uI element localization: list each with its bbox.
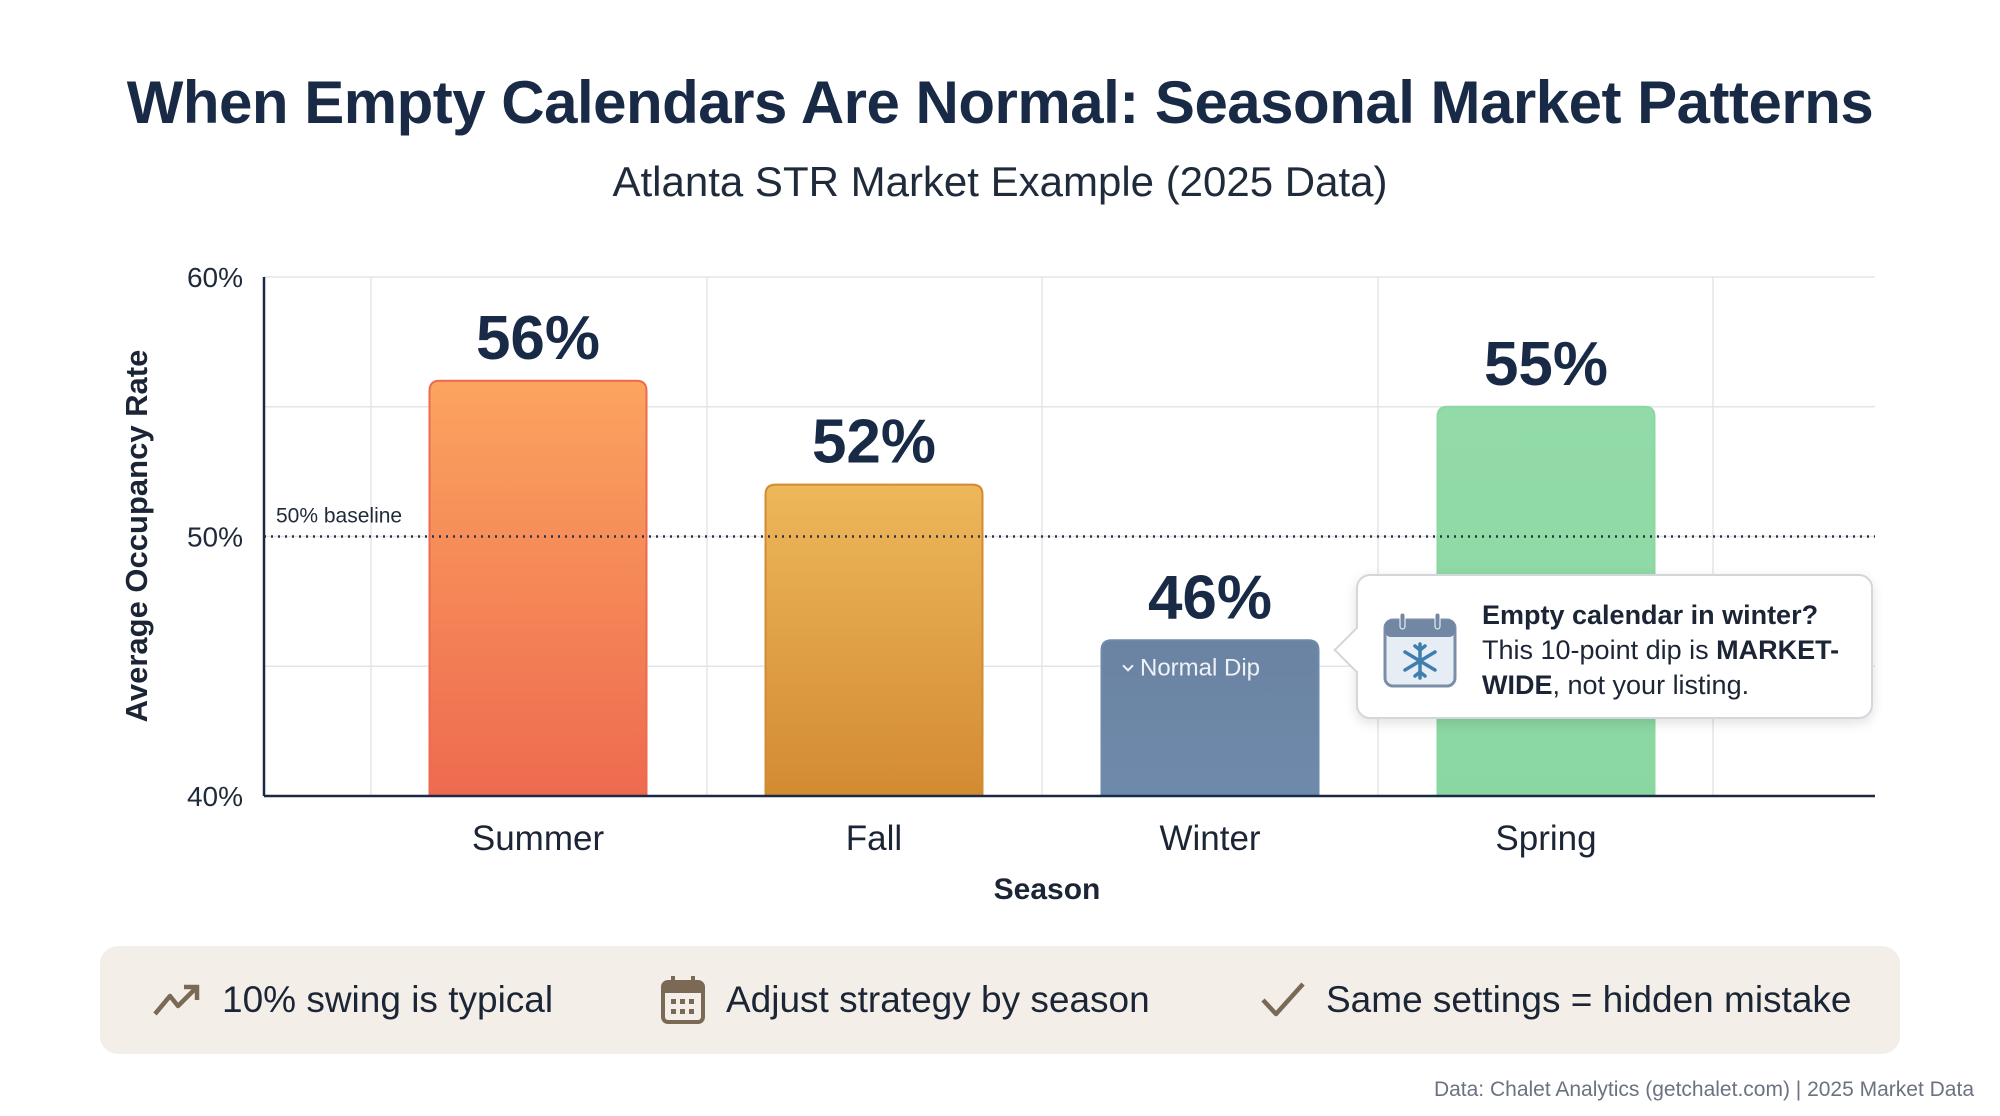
- bar-summer: [428, 379, 648, 797]
- data-label: 46%: [1148, 563, 1272, 632]
- winter-tooltip: Empty calendar in winter? This 10-point …: [1333, 574, 1873, 719]
- x-axis-title: Season: [994, 873, 1101, 906]
- source-footer: Data: Chalet Analytics (getchalet.com) |…: [1433, 1078, 1974, 1101]
- chart-title: When Empty Calendars Are Normal: Seasona…: [126, 69, 1874, 136]
- x-tick-label: Summer: [472, 819, 605, 858]
- bar-annotation: Normal Dip: [1140, 654, 1260, 681]
- y-tick-label: 40%: [187, 781, 243, 812]
- tooltip-body-end: , not your listing.: [1552, 670, 1750, 700]
- chart-subtitle: Atlanta STR Market Example (2025 Data): [612, 158, 1388, 205]
- checkmark-icon: [1261, 982, 1305, 1017]
- bar-chart: 56% Summer 52% Fall 46% Winter Normal Dip 55% Sp…: [119, 262, 1875, 906]
- y-tick-label: 60%: [187, 262, 243, 293]
- takeaway-swing: 10% swing is typical: [152, 946, 553, 1054]
- takeaway-label: Adjust strategy by season: [726, 979, 1150, 1020]
- x-tick-label: Winter: [1159, 819, 1260, 858]
- tooltip-body: This 10-point dip is: [1482, 635, 1717, 665]
- takeaway-label: 10% swing is typical: [222, 979, 554, 1020]
- tooltip-text: Empty calendar in winter? This 10-point …: [1482, 598, 1862, 703]
- chevron-down-icon: [1122, 664, 1134, 672]
- data-label: 55%: [1484, 330, 1608, 399]
- baseline-label: 50% baseline: [276, 505, 402, 528]
- trending-up-icon: [153, 984, 200, 1016]
- takeaway-settings: Same settings = hidden mistake: [1260, 946, 1851, 1054]
- takeaway-strategy: Adjust strategy by season: [660, 946, 1150, 1054]
- takeaways-bar: 10% swing is typical Adjust strategy by …: [100, 946, 1900, 1054]
- takeaway-label: Same settings = hidden mistake: [1326, 979, 1852, 1020]
- calendar-icon: [661, 976, 705, 1024]
- x-tick-label: Spring: [1495, 819, 1596, 858]
- labels: 56% Summer 52% Fall 46% Winter Normal Dip 55% Sp…: [119, 262, 1875, 906]
- x-tick-label: Fall: [846, 819, 902, 858]
- bar-winter: [1100, 639, 1320, 797]
- tooltip-emphasis: MARKET-WIDE: [1482, 635, 1840, 700]
- data-label: 56%: [476, 304, 600, 373]
- y-tick-label: 50%: [187, 522, 243, 553]
- y-axis-title: Average Occupancy Rate: [119, 350, 154, 723]
- tooltip-heading: Empty calendar in winter?: [1482, 600, 1819, 630]
- data-label: 52%: [812, 408, 936, 477]
- bar-fall: [764, 483, 984, 797]
- calendar-snowflake-icon: [1383, 612, 1457, 688]
